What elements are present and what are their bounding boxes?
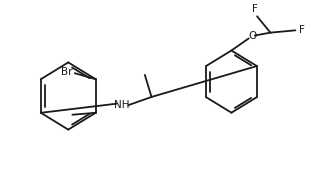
Text: O: O <box>248 31 256 41</box>
Text: NH: NH <box>114 100 129 110</box>
Text: F: F <box>299 25 305 35</box>
Text: Br: Br <box>61 67 72 77</box>
Text: F: F <box>252 4 258 14</box>
